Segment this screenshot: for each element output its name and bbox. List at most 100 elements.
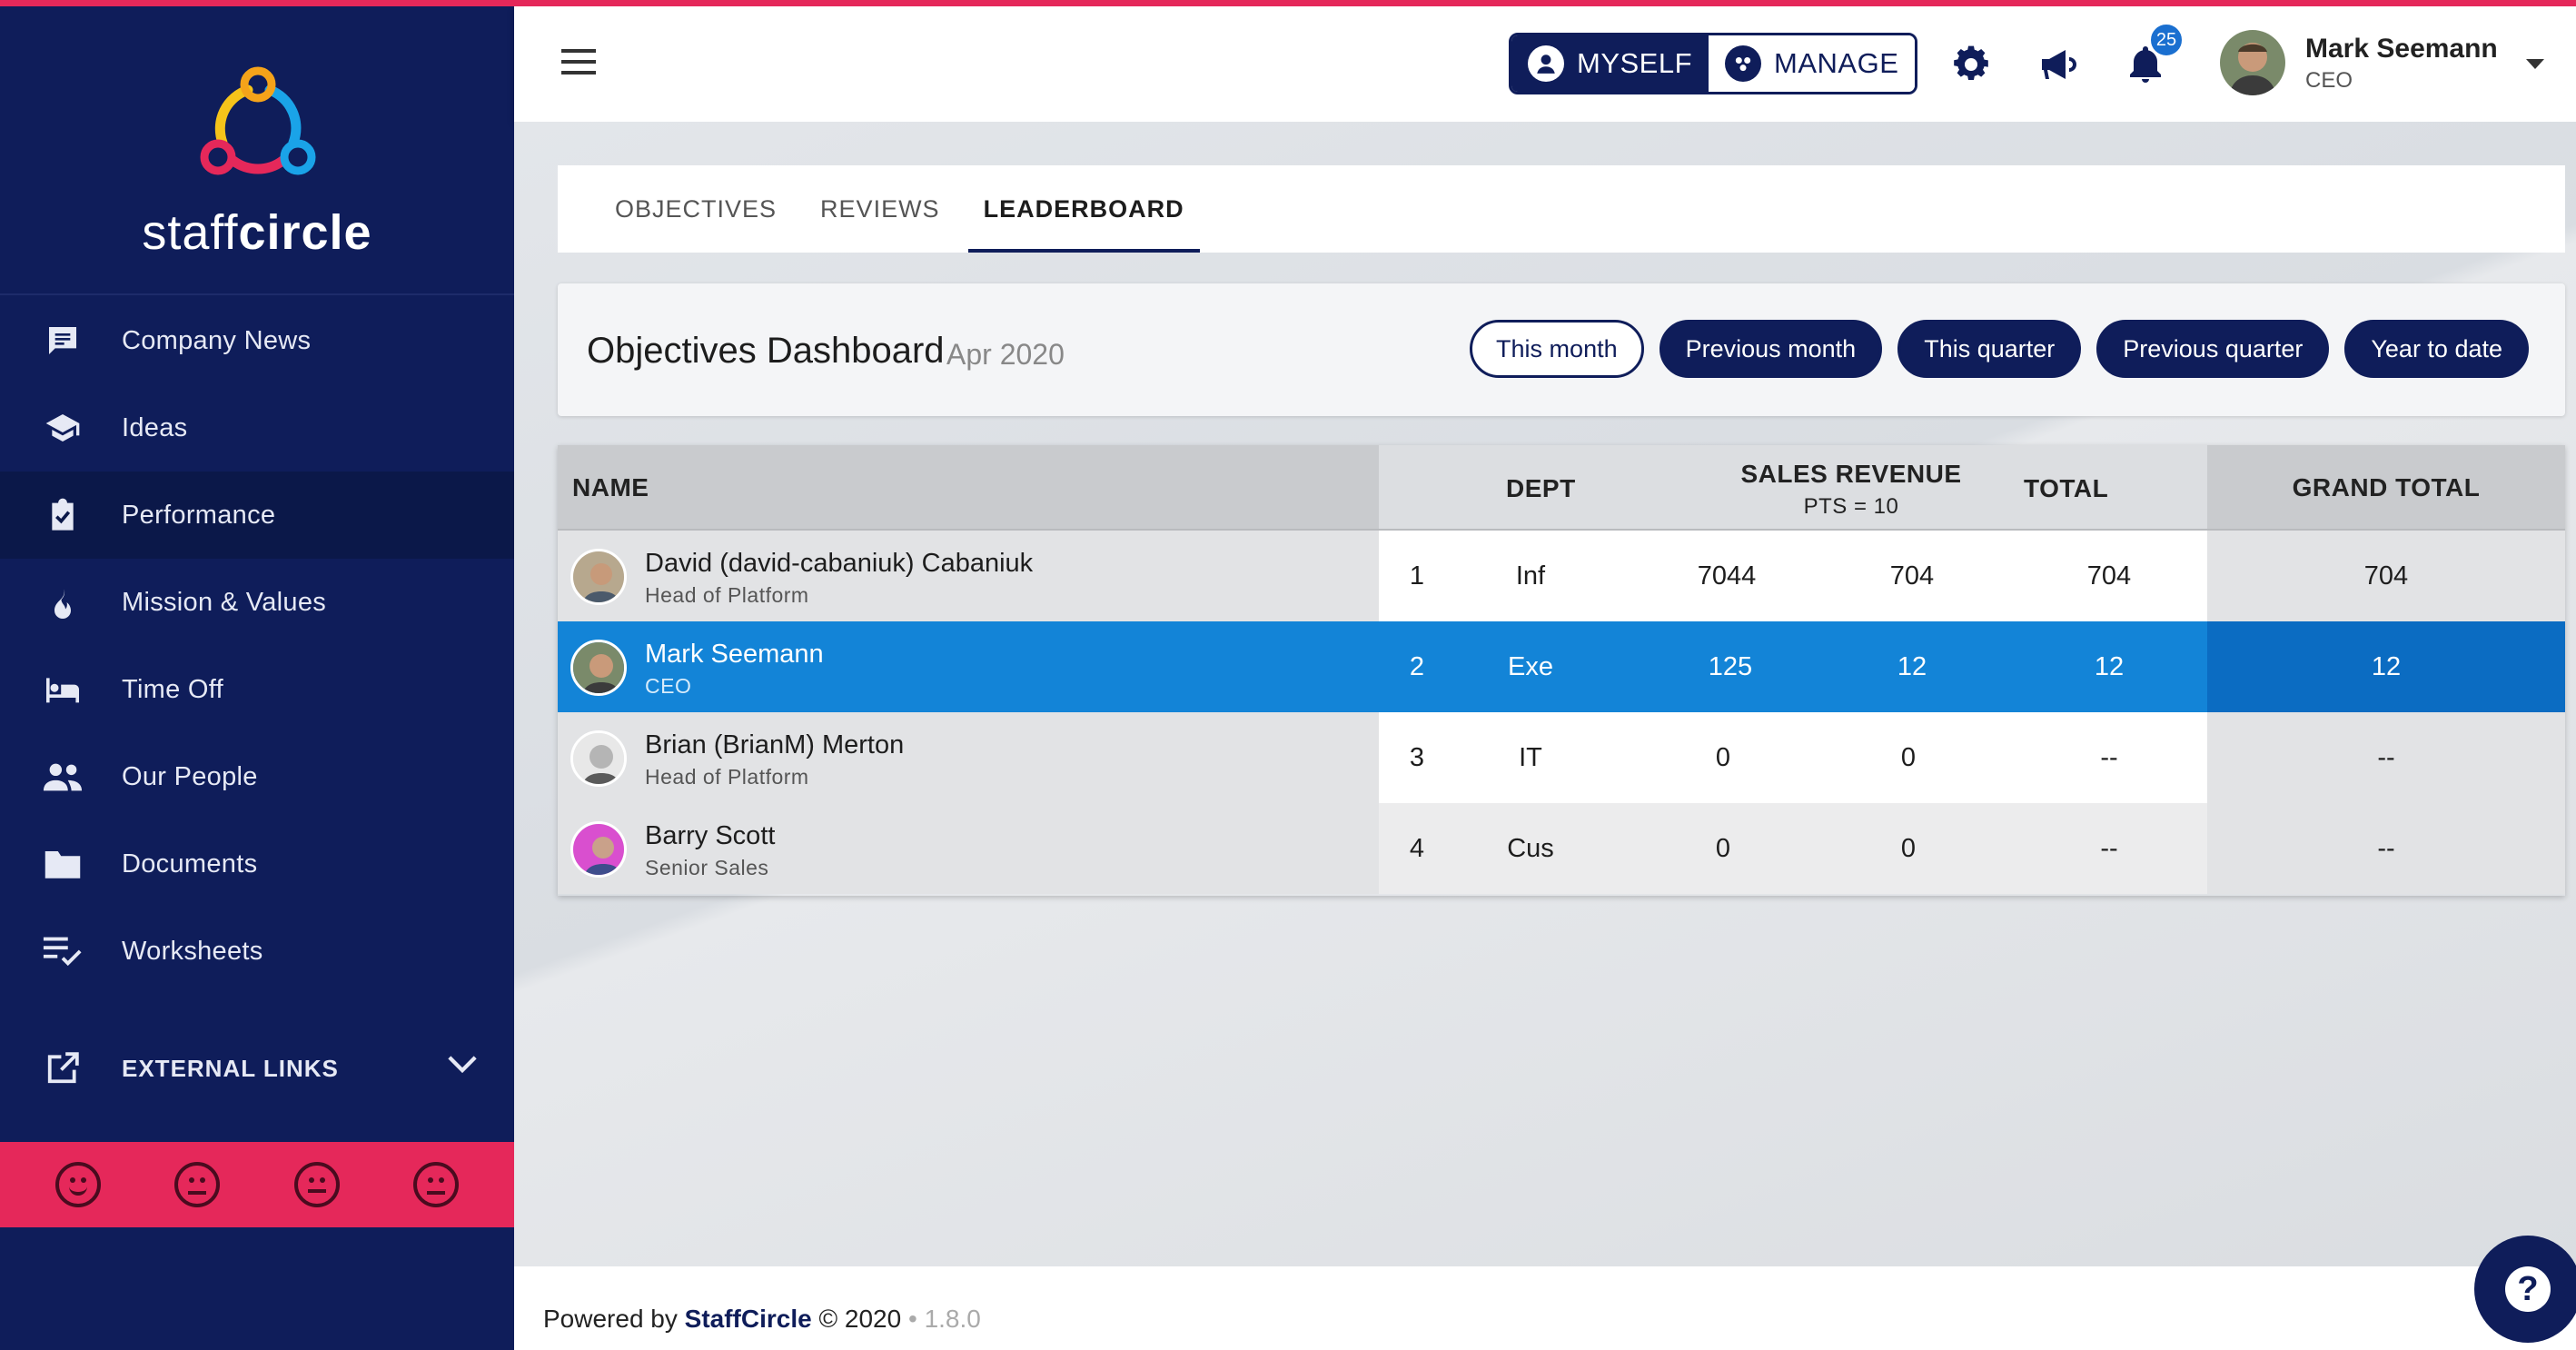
notification-count-badge: 25 xyxy=(2148,22,2185,58)
points-cell: 0 xyxy=(1900,834,1917,863)
total-cell: 704 xyxy=(2086,561,2132,591)
sidebar-item-label: Mission & Values xyxy=(122,587,327,617)
filter-year-to-date[interactable]: Year to date xyxy=(2344,320,2529,378)
person-name: Brian (BrianM) Merton xyxy=(645,730,905,759)
col-header-sales-revenue[interactable]: SALES REVENUE PTS = 10 xyxy=(1715,460,1987,520)
filter-previous-quarter[interactable]: Previous quarter xyxy=(2096,320,2330,378)
checklist-icon xyxy=(42,930,84,972)
sidebar: staffcircle Company News Ideas Performan… xyxy=(0,0,514,1350)
rank-cell: 3 xyxy=(1409,743,1425,772)
dept-cell: Exe xyxy=(1508,652,1553,681)
col-header-dept[interactable]: DEPT xyxy=(1506,474,1576,502)
leaderboard-table: NAME DEPT SALES REVENUE PTS = 10 TOTAL G… xyxy=(558,445,2565,896)
dashboard-header: Objectives Dashboard Apr 2020 This month… xyxy=(558,283,2565,416)
table-header: NAME DEPT SALES REVENUE PTS = 10 TOTAL G… xyxy=(558,445,2565,531)
menu-icon[interactable] xyxy=(561,49,596,76)
myself-button[interactable]: MYSELF xyxy=(1511,35,1709,92)
user-avatar[interactable] xyxy=(2220,30,2285,95)
folder-icon xyxy=(42,843,84,885)
person-name: Mark Seemann xyxy=(645,640,824,669)
chevron-down-icon xyxy=(448,1056,477,1074)
logo[interactable]: staffcircle xyxy=(0,6,514,295)
col-header-grand-total[interactable]: GRAND TOTAL xyxy=(2207,445,2565,531)
col-header-name[interactable]: NAME xyxy=(558,445,1379,531)
col-header-group: DEPT SALES REVENUE PTS = 10 TOTAL xyxy=(1379,445,2207,531)
logo-text: staffcircle xyxy=(142,205,372,260)
staffcircle-link[interactable]: StaffCircle xyxy=(684,1305,812,1333)
user-role: CEO xyxy=(2305,68,2353,93)
filter-this-month[interactable]: This month xyxy=(1470,320,1644,378)
grand-total-cell: -- xyxy=(2207,712,2565,803)
sidebar-item-company-news[interactable]: Company News xyxy=(0,297,514,384)
avatar xyxy=(570,640,627,696)
top-accent-stripe xyxy=(0,0,2576,6)
filter-previous-month[interactable]: Previous month xyxy=(1659,320,1883,378)
table-row-current-user[interactable]: Mark Seemann CEO 2 Exe 125 12 12 12 xyxy=(558,621,2565,712)
manage-button[interactable]: MANAGE xyxy=(1709,35,1916,92)
external-links-label: EXTERNAL LINKS xyxy=(122,1054,339,1082)
score-cells: 1 Inf 7044 704 704 xyxy=(1379,531,2207,621)
tab-objectives[interactable]: OBJECTIVES xyxy=(615,194,778,223)
table-row[interactable]: David (david-cabaniuk) Cabaniuk Head of … xyxy=(558,531,2565,621)
staffcircle-logo-icon xyxy=(200,66,316,175)
col-header-total[interactable]: TOTAL xyxy=(2024,474,2109,502)
person-name: David (david-cabaniuk) Cabaniuk xyxy=(645,549,1034,578)
sidebar-item-documents[interactable]: Documents xyxy=(0,820,514,908)
points-cell: 704 xyxy=(1889,561,1935,591)
external-links-toggle[interactable]: EXTERNAL LINKS xyxy=(0,1027,514,1110)
points-weight-label: PTS = 10 xyxy=(1803,494,1899,519)
view-mode-toggle: MYSELF MANAGE xyxy=(1509,33,1918,94)
external-link-icon xyxy=(42,1047,84,1089)
sidebar-item-mission-values[interactable]: Mission & Values xyxy=(0,559,514,646)
meh-face-icon[interactable] xyxy=(293,1162,340,1207)
powered-by-text: Powered by StaffCircle © 2020 • 1.8.0 xyxy=(543,1305,981,1333)
sales-value-cell: 7044 xyxy=(1697,561,1757,591)
sidebar-item-label: Time Off xyxy=(122,674,223,704)
people-icon xyxy=(42,756,84,798)
gear-icon[interactable] xyxy=(1949,43,1993,86)
filter-this-quarter[interactable]: This quarter xyxy=(1897,320,2082,378)
caret-down-icon[interactable] xyxy=(2526,59,2544,69)
tab-leaderboard[interactable]: LEADERBOARD xyxy=(967,165,1200,253)
total-cell: -- xyxy=(2100,834,2118,863)
team-circle-icon xyxy=(1725,45,1762,82)
person-role: Head of Platform xyxy=(645,583,809,607)
grand-total-cell: 704 xyxy=(2207,531,2565,621)
flame-icon xyxy=(42,581,84,623)
sidebar-item-ideas[interactable]: Ideas xyxy=(0,384,514,472)
footer: Powered by StaffCircle © 2020 • 1.8.0 xyxy=(514,1266,2576,1350)
dept-cell: Inf xyxy=(1515,561,1546,591)
avatar xyxy=(570,549,627,605)
name-cell: Mark Seemann CEO xyxy=(558,621,1379,712)
question-mark-icon: ? xyxy=(2505,1266,2551,1312)
dept-cell: IT xyxy=(1519,743,1542,772)
sidebar-item-performance[interactable]: Performance xyxy=(0,472,514,559)
myself-label: MYSELF xyxy=(1577,47,1693,79)
sidebar-item-worksheets[interactable]: Worksheets xyxy=(0,908,514,995)
bell-icon[interactable] xyxy=(2124,43,2167,86)
neutral-face-icon[interactable] xyxy=(174,1162,221,1207)
main-content: OBJECTIVES REVIEWS LEADERBOARD Objective… xyxy=(514,122,2576,1266)
points-cell: 0 xyxy=(1900,743,1917,772)
table-row[interactable]: Brian (BrianM) Merton Head of Platform 3… xyxy=(558,712,2565,803)
user-name[interactable]: Mark Seemann xyxy=(2305,34,2498,64)
sad-face-icon[interactable] xyxy=(413,1162,460,1207)
name-cell: David (david-cabaniuk) Cabaniuk Head of … xyxy=(558,531,1379,621)
score-cells: 2 Exe 125 12 12 xyxy=(1379,621,2207,712)
tab-bar: OBJECTIVES REVIEWS LEADERBOARD xyxy=(558,165,2565,253)
table-row[interactable]: Barry Scott Senior Sales 4 Cus 0 0 -- -- xyxy=(558,803,2565,894)
sidebar-nav: Company News Ideas Performance Mission &… xyxy=(0,297,514,995)
sidebar-item-time-off[interactable]: Time Off xyxy=(0,646,514,733)
help-button[interactable]: ? xyxy=(2474,1236,2576,1343)
sidebar-item-label: Worksheets xyxy=(122,936,263,966)
bed-icon xyxy=(42,669,84,710)
sidebar-item-our-people[interactable]: Our People xyxy=(0,733,514,820)
sidebar-item-label: Performance xyxy=(122,500,276,530)
megaphone-icon[interactable] xyxy=(2036,43,2080,86)
name-cell: Brian (BrianM) Merton Head of Platform xyxy=(558,712,1379,803)
rank-cell: 2 xyxy=(1409,652,1425,681)
person-role: Senior Sales xyxy=(645,856,769,879)
rank-cell: 4 xyxy=(1409,834,1425,863)
happy-face-icon[interactable] xyxy=(54,1162,101,1207)
tab-reviews[interactable]: REVIEWS xyxy=(820,194,940,223)
